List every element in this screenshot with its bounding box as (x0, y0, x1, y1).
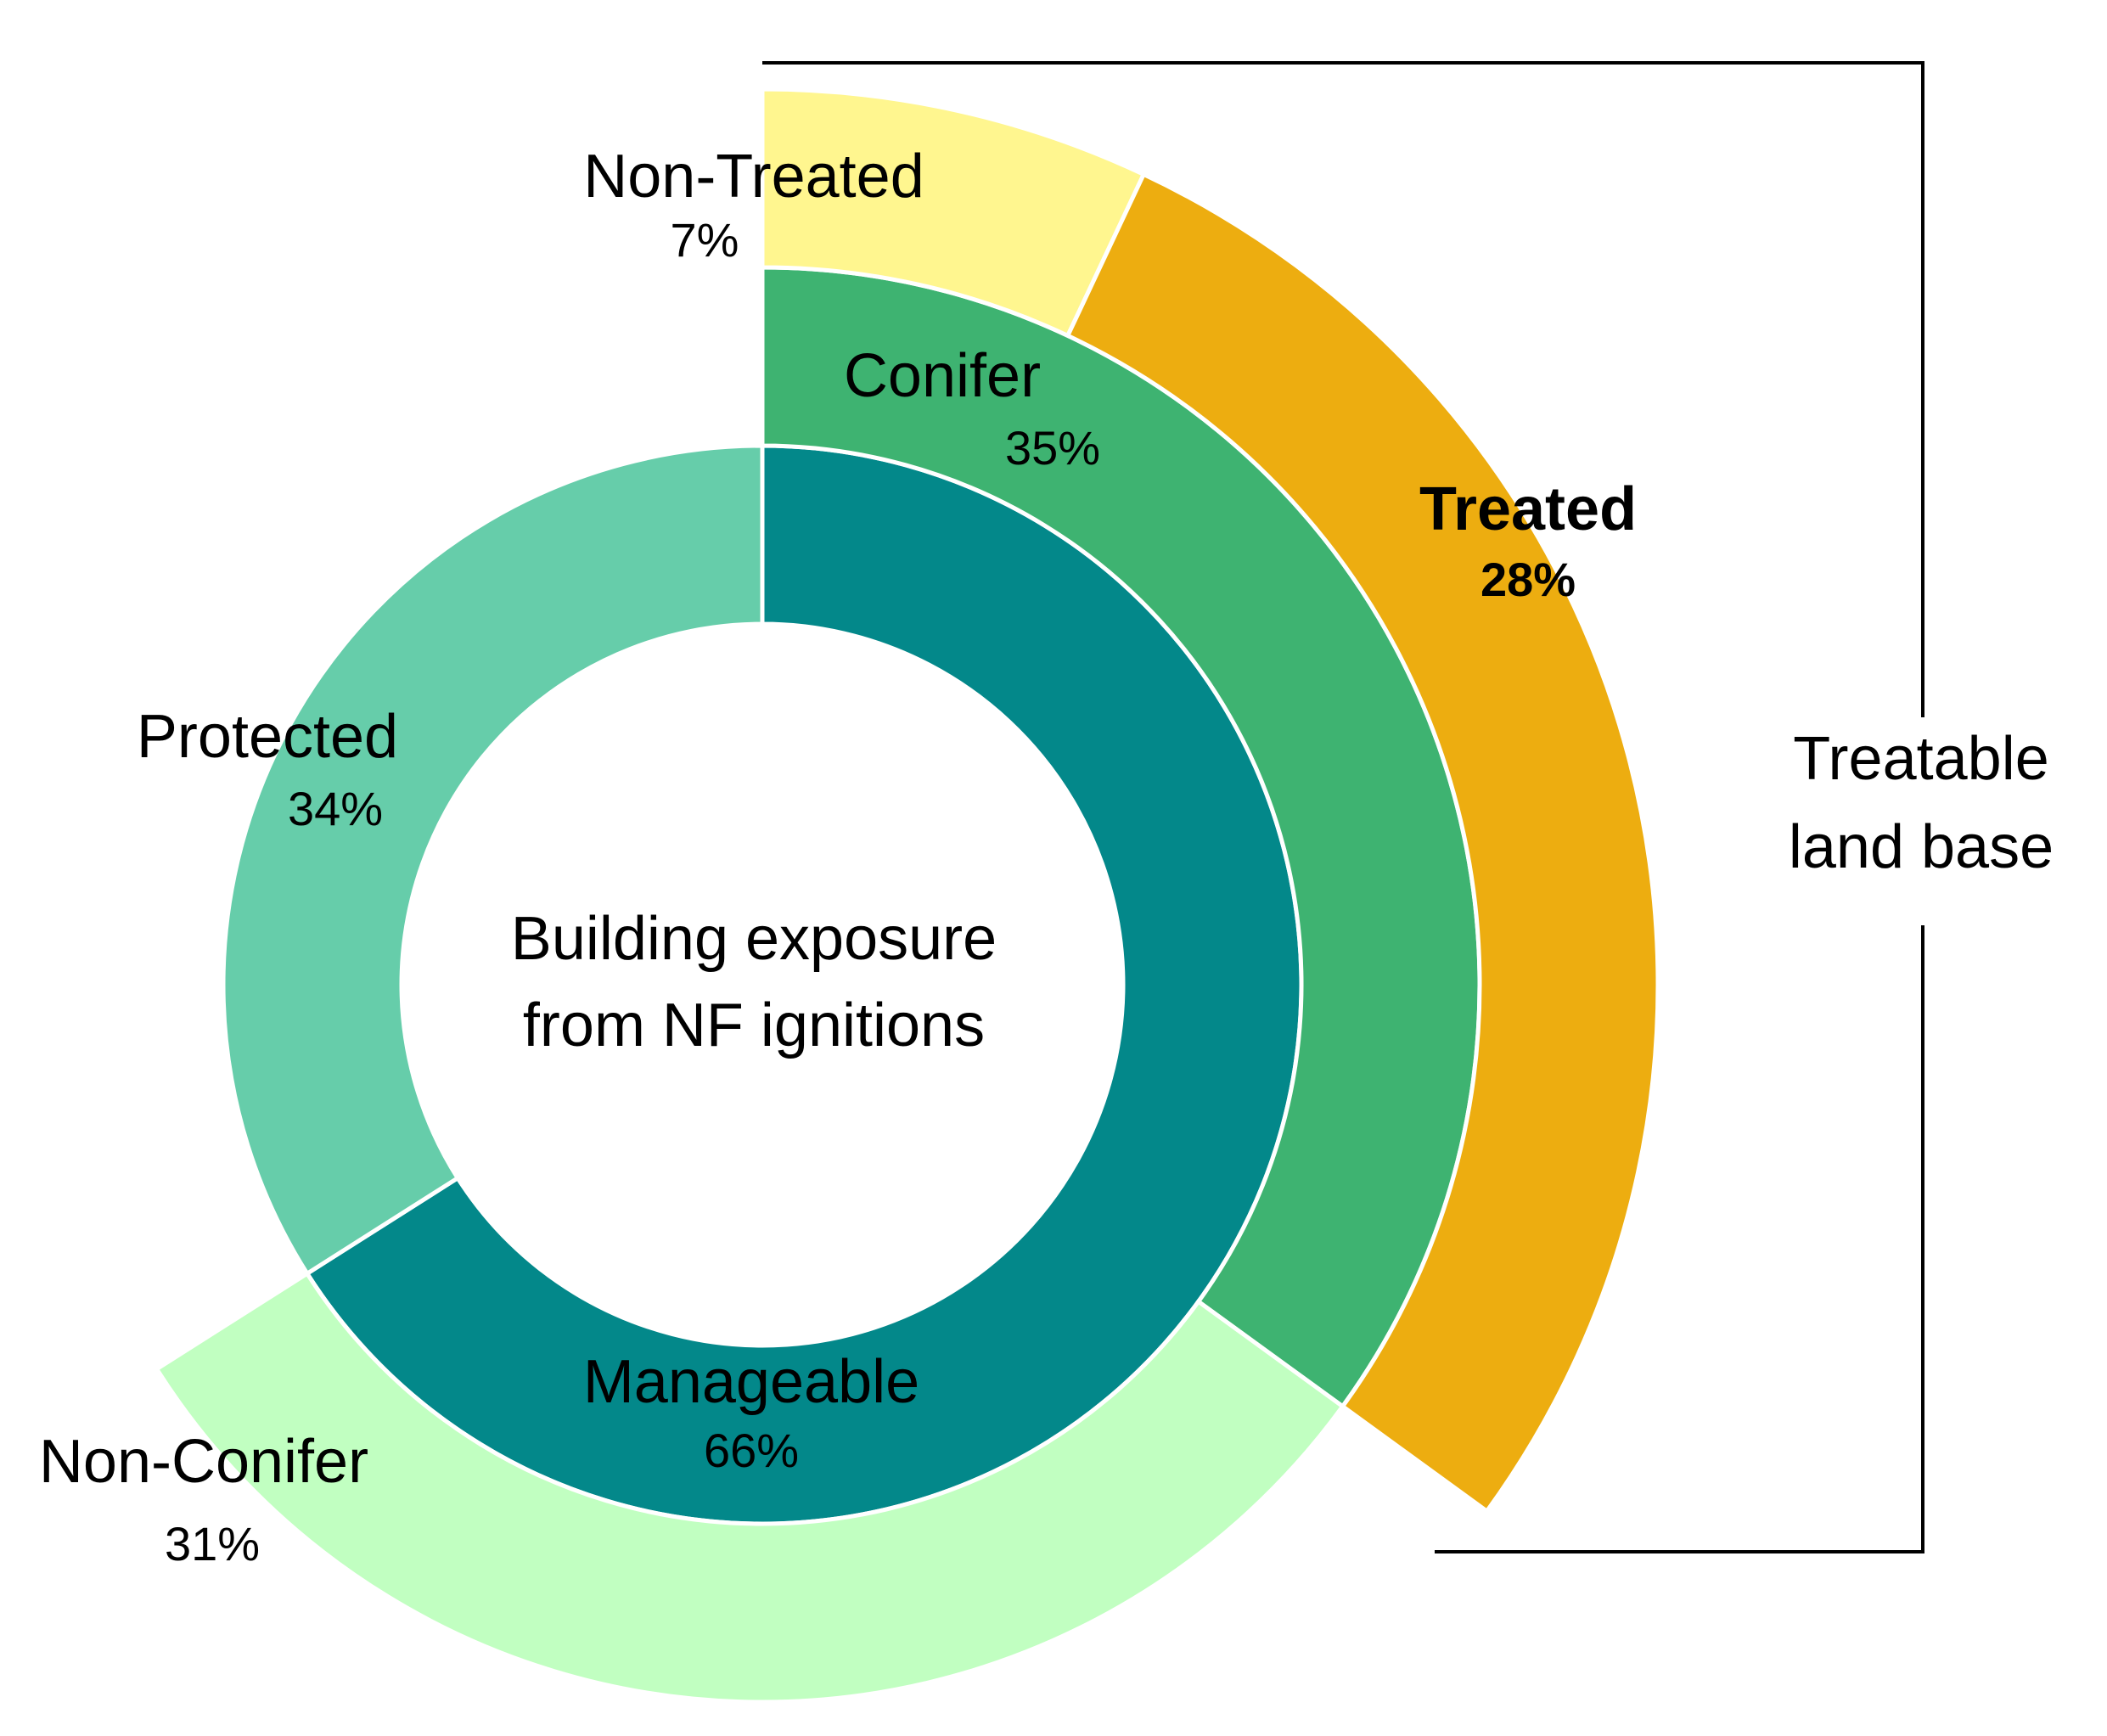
slice-label-manageable: Manageable (583, 1348, 919, 1416)
slice-label-non-conifer: Non-Conifer (39, 1428, 368, 1496)
slice-pct-non-treated: 7% (671, 213, 739, 267)
wedge-protected (221, 443, 765, 1277)
center-label: Building exposure from NF ignitions (511, 905, 997, 1059)
slice-label-non-treated: Non-Treated (583, 143, 924, 211)
slice-pct-conifer: 35% (1005, 421, 1100, 475)
slice-pct-treated: 28% (1481, 553, 1576, 606)
wedge-non-conifer (154, 1270, 1346, 1705)
bracket-label-line-2: land base (1789, 813, 2054, 881)
donut-wedges (154, 87, 1660, 1705)
slice-pct-non-conifer: 31% (165, 1517, 260, 1570)
slice-label-treated: Treated (1419, 475, 1637, 543)
slice-pct-manageable: 66% (704, 1424, 799, 1477)
wedge-treated (1065, 171, 1660, 1514)
slice-label-conifer: Conifer (844, 342, 1041, 410)
center-label-line-1: Building exposure (511, 905, 997, 973)
slice-pct-protected: 34% (288, 782, 383, 835)
bracket-label-line-1: Treatable (1793, 725, 2049, 793)
bracket-line (762, 61, 1924, 1553)
slice-labels: Manageable 66% Protected 34% Conifer 35% Non-C… (39, 143, 1637, 1570)
slice-label-protected: Protected (137, 703, 398, 771)
center-label-line-2: from NF ignitions (523, 992, 985, 1059)
treatable-land-base-bracket: Treatable land base (762, 61, 2054, 1553)
